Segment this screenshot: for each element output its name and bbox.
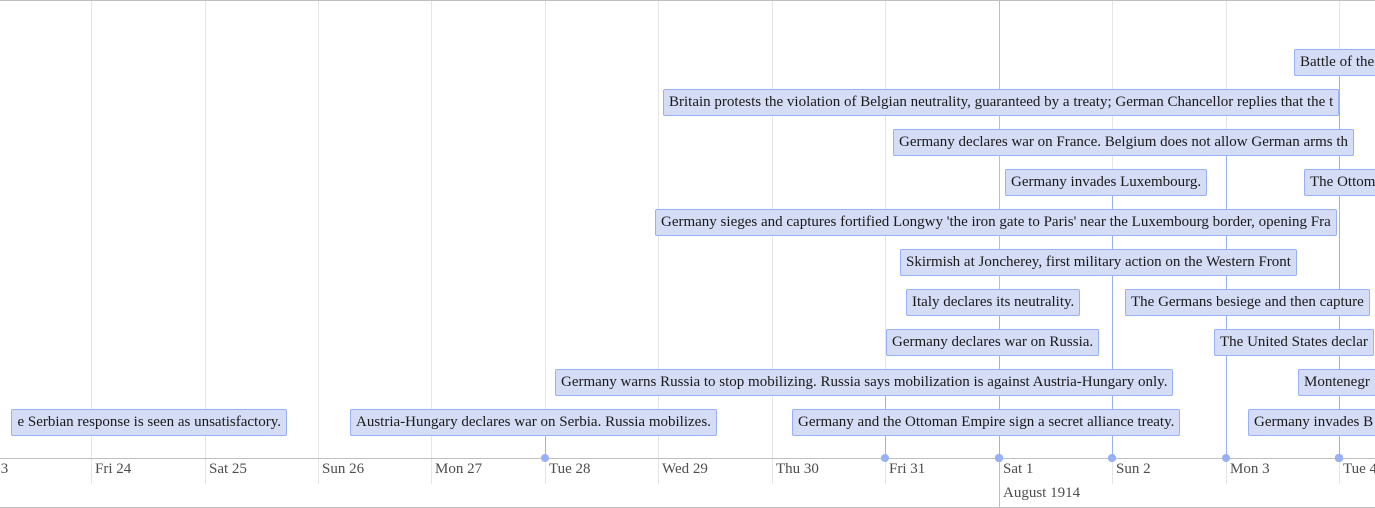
timeline-item[interactable]: Germany sieges and captures fortified Lo…: [655, 209, 1337, 236]
minor-axis-label: Tue 28: [549, 461, 591, 477]
item-connector: [999, 356, 1000, 458]
grid-line: [205, 1, 206, 484]
item-connector: [1112, 276, 1113, 458]
timeline-item[interactable]: Italy declares its neutrality.: [906, 289, 1081, 316]
minor-axis-label: Thu 30: [776, 461, 819, 477]
minor-axis-label: u 23: [0, 461, 9, 477]
minor-axis-label: Sat 1: [1003, 461, 1034, 477]
grid-line: [772, 1, 773, 484]
timeline-item[interactable]: Germany invades B: [1248, 409, 1375, 436]
item-dot: [1222, 454, 1230, 462]
grid-line: [431, 1, 432, 484]
item-dot: [881, 454, 889, 462]
minor-axis-label: Mon 3: [1230, 461, 1270, 477]
major-axis-label: August 1914: [1003, 485, 1081, 501]
item-dot: [995, 454, 1003, 462]
timeline-item[interactable]: Germany declares war on Russia.: [886, 329, 1100, 356]
axis-line: [0, 458, 1375, 459]
timeline-item[interactable]: Battle of the: [1294, 49, 1375, 76]
timeline-item[interactable]: The Ottom: [1304, 169, 1375, 196]
item-dot: [1335, 454, 1343, 462]
timeline-item[interactable]: Germany warns Russia to stop mobilizing.…: [555, 369, 1174, 396]
item-connector: [1339, 436, 1340, 458]
minor-axis-label: Fri 24: [95, 461, 132, 477]
timeline-item[interactable]: Germany invades Luxembourg.: [1005, 169, 1208, 196]
grid-line: [885, 1, 886, 484]
grid-line: [658, 1, 659, 484]
minor-axis-label: Sun 26: [322, 461, 365, 477]
item-connector: [545, 436, 546, 458]
minor-axis-label: Sat 25: [209, 461, 247, 477]
minor-axis-label: Wed 29: [662, 461, 708, 477]
item-dot: [1108, 454, 1116, 462]
timeline-item[interactable]: e Serbian response is seen as unsatisfac…: [11, 409, 287, 436]
minor-axis-label: Sun 2: [1116, 461, 1151, 477]
grid-line: [91, 1, 92, 484]
timeline-item[interactable]: The Germans besiege and then capture: [1125, 289, 1370, 316]
timeline-item[interactable]: The United States declar: [1214, 329, 1374, 356]
item-dot: [541, 454, 549, 462]
timeline-item[interactable]: Germany declares war on France. Belgium …: [893, 129, 1355, 156]
grid-line: [545, 1, 546, 484]
grid-line: [318, 1, 319, 484]
item-connector: [999, 436, 1000, 458]
minor-axis-label: Mon 27: [435, 461, 483, 477]
timeline-item[interactable]: Britain protests the violation of Belgia…: [663, 89, 1340, 116]
timeline-item[interactable]: Montenegr: [1298, 369, 1375, 396]
timeline-item[interactable]: Germany and the Ottoman Empire sign a se…: [792, 409, 1181, 436]
minor-axis-label: Fri 31: [889, 461, 926, 477]
timeline-item[interactable]: Skirmish at Joncherey, first military ac…: [900, 249, 1297, 276]
minor-axis-label: Tue 4: [1343, 461, 1375, 477]
timeline-item[interactable]: Austria-Hungary declares war on Serbia. …: [350, 409, 717, 436]
